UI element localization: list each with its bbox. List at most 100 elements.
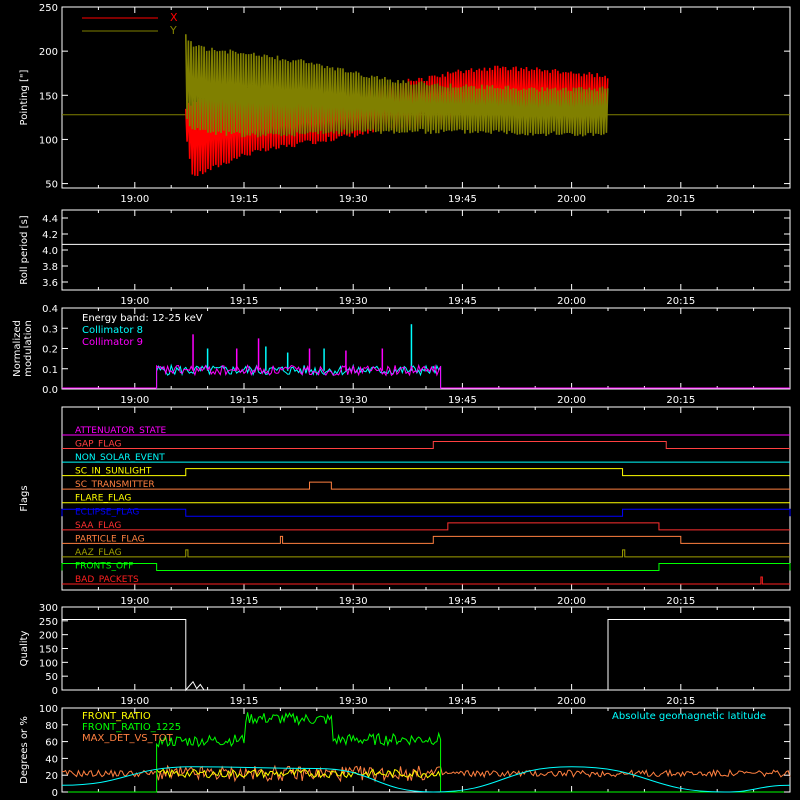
y-tick-label: 100 [39, 704, 58, 715]
y-axis-label: Flags [19, 485, 30, 511]
y-tick-label: 4.2 [42, 230, 58, 241]
legend-label-y: Y [169, 24, 177, 37]
y-axis-label: Degrees or % [19, 716, 30, 784]
y-tick-label: 200 [39, 631, 58, 642]
time-tick-label: 19:15 [230, 596, 259, 607]
time-tick-label: 20:15 [666, 296, 695, 307]
flag-particle-flag-line [62, 535, 790, 544]
y-tick-label: 150 [39, 91, 58, 102]
flag-label: NON_SOLAR_EVENT [75, 453, 165, 463]
time-tick-label: 19:45 [448, 596, 477, 607]
time-tick-label: 19:00 [120, 596, 149, 607]
flag-label: BAD_PACKETS [75, 575, 139, 585]
series-geomagnetic-latitude-line [61, 766, 791, 793]
time-tick-label: 20:15 [666, 194, 695, 205]
panel-modulation: 19:00 19:15 19:30 19:45 20:00 20:15 0.0 0.1 0.2 0… [12, 304, 791, 406]
y-tick-label: 200 [39, 47, 58, 58]
time-tick-label: 19:30 [339, 596, 368, 607]
time-tick-label: 19:30 [339, 296, 368, 307]
legend-label-front-ratio: FRONT_RATIO [82, 711, 151, 722]
y-tick-label: 0.4 [42, 304, 58, 315]
y-tick-label: 60 [45, 738, 58, 749]
flag-label: ECLIPSE_FLAG [75, 507, 139, 517]
time-tick-label: 20:00 [557, 596, 586, 607]
time-tick-label: 20:15 [666, 696, 695, 707]
y-tick-label: 3.6 [42, 278, 58, 289]
y-tick-label: 0.3 [42, 324, 58, 335]
panel-quality: 19:00 19:15 19:30 19:45 20:00 20:15 0 50 100 150 2… [19, 603, 791, 707]
flag-label: AAZ_FLAG [75, 548, 122, 558]
y-tick-label: 0 [52, 686, 58, 697]
y-tick-label: 100 [39, 135, 58, 146]
panel-roll-period: 19:00 19:15 19:30 19:45 20:00 20:15 3.6 3.8 4.0 4… [19, 209, 791, 307]
flag-label: SAA_FLAG [75, 521, 121, 531]
time-tick-label: 19:00 [120, 296, 149, 307]
flag-sc-transmitter-line [62, 481, 790, 490]
time-tick-label: 19:30 [339, 194, 368, 205]
flag-label: FRONTS_OFF [75, 561, 133, 571]
flag-fronts-off-line [61, 562, 791, 571]
series-y-line [185, 34, 609, 138]
panel-flags: 19:00 19:15 19:30 19:45 20:00 20:15 ATTENUATOR… [19, 406, 791, 607]
series-front-ratio-1225-line [62, 712, 790, 793]
time-tick-label: 19:45 [448, 395, 477, 406]
flag-sc-in-sunlight-line [62, 468, 790, 477]
y-tick-label: 20 [45, 771, 58, 782]
flag-label: ATTENUATOR_STATE [75, 426, 167, 436]
y-tick-label: 250 [39, 617, 58, 628]
flag-eclipse-flag-line [61, 508, 791, 517]
legend-label-collimator-9: Collimator 9 [82, 337, 143, 348]
legend-label-x: X [170, 11, 178, 24]
y-tick-label: 0.0 [42, 385, 58, 396]
y-tick-label: 0 [52, 788, 58, 799]
y-axis-label: Quality [19, 631, 30, 667]
y-axis-label: Pointing ["] [19, 69, 30, 125]
time-tick-label: 20:00 [557, 395, 586, 406]
flag-label: FLARE_FLAG [75, 494, 131, 504]
series-collimator-8-line [156, 363, 442, 389]
y-tick-label: 300 [39, 603, 58, 614]
y-tick-label: 250 [39, 3, 58, 14]
y-tick-label: 3.8 [42, 262, 58, 273]
time-tick-label: 19:00 [120, 696, 149, 707]
y-tick-label: 150 [39, 645, 58, 656]
time-tick-label: 19:15 [230, 296, 259, 307]
flag-aaz-flag-line [62, 549, 790, 558]
legend-label-front-ratio-1225: FRONT_RATIO_1225 [82, 722, 181, 733]
time-tick-label: 20:00 [557, 194, 586, 205]
energy-band-annotation: Energy band: 12-25 keV [82, 313, 203, 324]
panel-pointing: 19:00 19:15 19:30 19:45 20:00 20:15 50 100 150 20… [19, 3, 791, 205]
flag-label: GAP_FLAG [75, 440, 121, 450]
flag-gap-flag-line [62, 441, 790, 450]
y-tick-label: 0.1 [42, 365, 58, 376]
time-tick-label: 19:15 [230, 395, 259, 406]
y-tick-label: 0.2 [42, 345, 58, 356]
legend-label-max-det-vs-tot: MAX_DET_VS_TOT [82, 733, 174, 744]
y-axis-label-line2: modulation [23, 320, 34, 377]
y-tick-label: 80 [45, 721, 58, 732]
time-tick-label: 20:00 [557, 696, 586, 707]
y-axis-label: Normalizedmodulation [12, 320, 34, 377]
quality-line [62, 619, 790, 692]
flag-saa-flag-line [62, 522, 790, 531]
time-tick-label: 19:15 [230, 194, 259, 205]
time-tick-label: 19:00 [120, 395, 149, 406]
time-tick-label: 19:45 [448, 194, 477, 205]
time-tick-label: 19:30 [339, 696, 368, 707]
legend-label-collimator-8: Collimator 8 [82, 325, 143, 336]
time-tick-label: 19:45 [448, 296, 477, 307]
flag-label: SC_TRANSMITTER [75, 480, 155, 490]
y-tick-label: 4.4 [42, 214, 58, 225]
y-tick-label: 50 [45, 180, 58, 191]
series-front-ratio-line [156, 768, 442, 779]
flag-label: SC_IN_SUNLIGHT [75, 467, 152, 477]
flag-label: PARTICLE_FLAG [75, 534, 145, 544]
time-tick-label: 20:15 [666, 596, 695, 607]
y-tick-label: 100 [39, 658, 58, 669]
time-tick-label: 19:15 [230, 696, 259, 707]
time-tick-label: 19:00 [120, 194, 149, 205]
time-tick-label: 19:30 [339, 395, 368, 406]
time-tick-label: 20:15 [666, 395, 695, 406]
y-axis-label: Roll period [s] [19, 215, 30, 284]
